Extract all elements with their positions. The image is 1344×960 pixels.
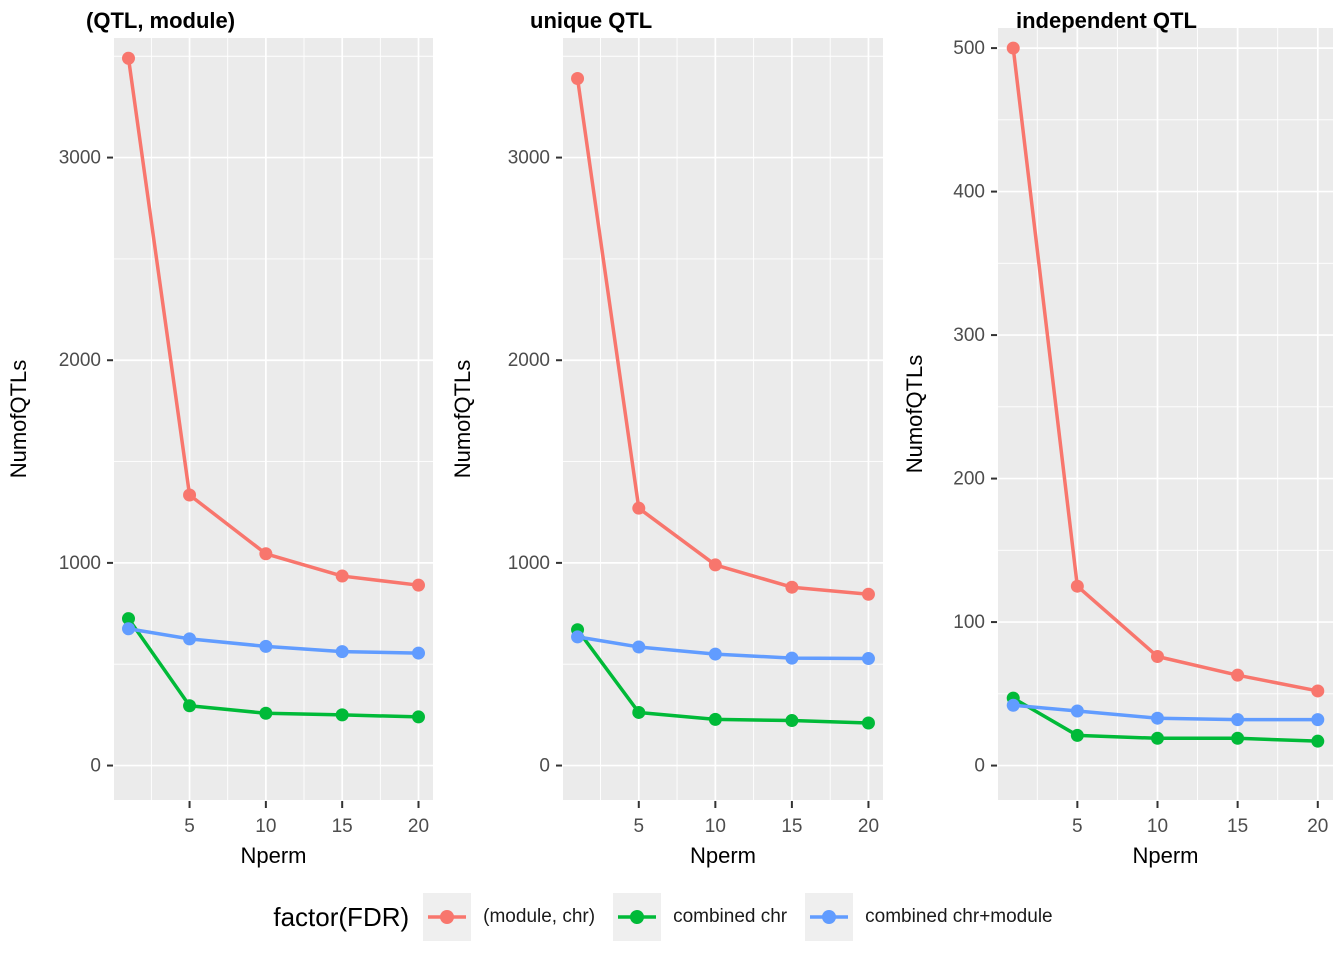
legend-key-line-dot-icon (810, 910, 849, 924)
svg-text:15: 15 (781, 816, 802, 837)
svg-text:NumofQTLs: NumofQTLs (6, 360, 31, 479)
svg-text:300: 300 (953, 325, 985, 346)
svg-text:20: 20 (858, 816, 879, 837)
svg-text:Nperm: Nperm (690, 843, 756, 868)
svg-text:0: 0 (974, 756, 985, 777)
svg-text:15: 15 (1227, 816, 1248, 837)
svg-text:10: 10 (255, 816, 276, 837)
chart-svg-qtl-module: 0 1000 2000 3000 5 10 15 20 Nperm NumofQTLs (QTL, … (6, 8, 433, 868)
svg-text:20: 20 (1307, 816, 1328, 837)
svg-text:unique QTL: unique QTL (530, 8, 652, 33)
legend-key-swatch-blue (805, 893, 854, 941)
svg-text:independent QTL: independent QTL (1016, 8, 1197, 33)
legend: factor(FDR) (module, chr) combined chr (0, 878, 1344, 956)
svg-text:1000: 1000 (508, 553, 550, 574)
svg-text:NumofQTLs: NumofQTLs (450, 360, 475, 479)
legend-label: (module, chr) (483, 906, 596, 927)
svg-text:400: 400 (953, 182, 985, 203)
svg-text:5: 5 (1072, 816, 1083, 837)
chart-panel-qtl-module: 0 1000 2000 3000 5 10 15 20 Nperm NumofQTLs (QTL, … (0, 0, 448, 872)
chart-svg-unique-qtl: 0 1000 2000 3000 5 10 15 20 Nperm NumofQTLs unique… (450, 8, 883, 868)
svg-text:100: 100 (953, 612, 985, 633)
svg-text:2000: 2000 (59, 350, 101, 371)
legend-key-line-dot-icon (428, 910, 467, 924)
chart-panel-unique-qtl: 0 1000 2000 3000 5 10 15 20 Nperm NumofQTLs unique… (448, 0, 896, 872)
chart-panel-independent-qtl: 0 100 200 300 400 500 5 10 15 20 Nperm NumofQTLs ind… (896, 0, 1344, 872)
legend-label: combined chr+module (865, 906, 1053, 927)
svg-text:NumofQTLs: NumofQTLs (902, 355, 927, 474)
svg-text:0: 0 (90, 756, 101, 777)
svg-text:1000: 1000 (59, 553, 101, 574)
svg-text:2000: 2000 (508, 350, 550, 371)
svg-text:(QTL, module): (QTL, module) (86, 8, 235, 33)
svg-text:5: 5 (634, 816, 645, 837)
svg-text:3000: 3000 (508, 148, 550, 169)
legend-key-line-dot-icon (618, 910, 657, 924)
svg-text:10: 10 (1147, 816, 1168, 837)
svg-text:3000: 3000 (59, 148, 101, 169)
svg-text:15: 15 (332, 816, 353, 837)
legend-label: combined chr (673, 906, 788, 927)
svg-text:10: 10 (705, 816, 726, 837)
legend-item-combined-chr-module: combined chr+module (805, 893, 1053, 941)
legend-item-module-chr: (module, chr) (423, 893, 595, 941)
legend-key-swatch-green (613, 893, 662, 941)
legend-item-combined-chr: combined chr (613, 893, 787, 941)
svg-text:500: 500 (953, 38, 985, 59)
legend-title: factor(FDR) (273, 901, 410, 932)
svg-text:Nperm: Nperm (240, 843, 306, 868)
svg-text:0: 0 (539, 756, 550, 777)
svg-text:5: 5 (184, 816, 195, 837)
legend-key-swatch-red (423, 893, 472, 941)
svg-text:20: 20 (408, 816, 429, 837)
svg-text:200: 200 (953, 469, 985, 490)
svg-text:Nperm: Nperm (1132, 843, 1198, 868)
chart-svg-independent-qtl: 0 100 200 300 400 500 5 10 15 20 Nperm NumofQTLs ind… (902, 8, 1333, 868)
charts-row: 0 1000 2000 3000 5 10 15 20 Nperm NumofQTLs (QTL, … (0, 0, 1344, 872)
